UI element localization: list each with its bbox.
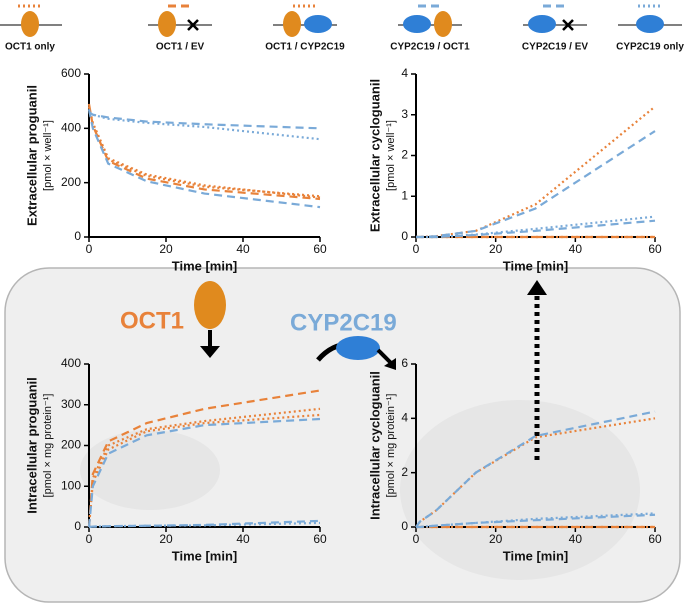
y-tick-label: 4	[401, 66, 408, 80]
legend-label: OCT1 / EV	[156, 42, 205, 53]
enzyme-label: CYP2C19	[290, 309, 397, 336]
chart: 0 200 400 600 0 20 40 60 Time [min] Extracellular…	[24, 66, 327, 273]
y-axis-unit: [pmol × mg protein⁻¹]	[42, 394, 54, 498]
x-tick-label: 20	[159, 242, 173, 256]
cyp-icon	[528, 15, 556, 33]
efflux-arrow	[527, 280, 547, 460]
y-tick-label: 0	[401, 229, 408, 243]
cyp-icon	[636, 15, 664, 33]
x-tick-label: 40	[569, 532, 583, 546]
y-tick-label: 1	[401, 188, 408, 202]
y-tick-label: 6	[401, 356, 408, 370]
cyp-icon	[304, 15, 332, 33]
y-tick-label: 400	[61, 356, 81, 370]
chart: 0 100 200 300 400 0 20 40 60 Time [min] Intracellu…	[24, 356, 327, 563]
oct1-icon	[434, 11, 452, 37]
x-tick-label: 0	[86, 532, 93, 546]
series-line	[88, 111, 321, 130]
y-tick-label: 2	[401, 148, 408, 162]
x-tick-label: 20	[159, 532, 173, 546]
y-tick-label: 0	[74, 519, 81, 533]
y-tick-label: 4	[401, 411, 408, 425]
x-tick-label: 40	[569, 242, 583, 256]
oct1-icon	[283, 11, 301, 37]
y-axis-unit: [pmol × well⁻¹]	[385, 120, 397, 191]
legend-label: CYP2C19 / OCT1	[390, 42, 470, 53]
y-tick-label: 100	[61, 478, 81, 492]
empty-vector	[187, 19, 199, 31]
y-tick-label: 400	[61, 121, 81, 135]
x-tick-label: 0	[86, 242, 93, 256]
series-line	[87, 109, 321, 209]
y-axis-unit: [pmol × mg protein⁻¹]	[385, 394, 397, 498]
cyp-protein	[316, 336, 396, 370]
series-line	[87, 106, 321, 198]
series-line	[416, 105, 656, 239]
series-line	[87, 413, 321, 528]
y-axis-label: Extracellular proguanil	[24, 85, 39, 226]
y-tick-label: 600	[61, 66, 81, 80]
y-axis-label: Intracellular proguanil	[24, 377, 39, 514]
series-line	[87, 417, 321, 528]
y-axis-unit: [pmol × well⁻¹]	[42, 120, 54, 191]
oct1-icon	[21, 11, 39, 37]
x-tick-label: 60	[648, 242, 662, 256]
y-tick-label: 200	[61, 438, 81, 452]
y-axis-label: Intracellular cycloguanil	[367, 371, 382, 520]
oct1-icon	[158, 11, 176, 37]
series-line	[415, 410, 656, 528]
y-tick-label: 3	[401, 107, 408, 121]
cyp-icon	[403, 15, 431, 33]
x-tick-label: 20	[489, 242, 503, 256]
x-axis-label: Time [min]	[503, 258, 569, 273]
y-tick-label: 300	[61, 397, 81, 411]
nucleus	[400, 400, 640, 580]
x-axis-label: Time [min]	[172, 548, 238, 563]
series-line	[416, 219, 656, 239]
series-line	[416, 513, 656, 529]
legend-label: OCT1 only	[5, 42, 55, 53]
axes	[88, 74, 320, 238]
series-line	[88, 111, 321, 141]
empty-vector	[562, 19, 574, 31]
x-tick-label: 60	[313, 242, 327, 256]
series-line	[88, 519, 321, 529]
x-axis-label: Time [min]	[172, 258, 238, 273]
x-tick-label: 60	[648, 532, 662, 546]
x-axis-label: Time [min]	[503, 548, 569, 563]
y-tick-label: 200	[61, 175, 81, 189]
x-tick-label: 40	[236, 532, 250, 546]
x-tick-label: 60	[313, 532, 327, 546]
x-tick-label: 0	[413, 242, 420, 256]
y-tick-label: 2	[401, 465, 408, 479]
transporter-label: OCT1	[120, 307, 184, 334]
y-tick-label: 0	[401, 519, 408, 533]
y-axis-label: Extracellular cycloguanil	[367, 79, 382, 232]
oct1-protein	[194, 281, 226, 358]
x-tick-label: 40	[236, 242, 250, 256]
legend-label: CYP2C19 only	[616, 42, 684, 53]
y-tick-label: 0	[74, 229, 81, 243]
series-line	[87, 389, 321, 528]
x-tick-label: 0	[413, 532, 420, 546]
x-tick-label: 20	[489, 532, 503, 546]
legend-label: OCT1 / CYP2C19	[265, 42, 345, 53]
legend-label: CYP2C19 / EV	[522, 42, 588, 53]
series-line	[416, 130, 656, 239]
